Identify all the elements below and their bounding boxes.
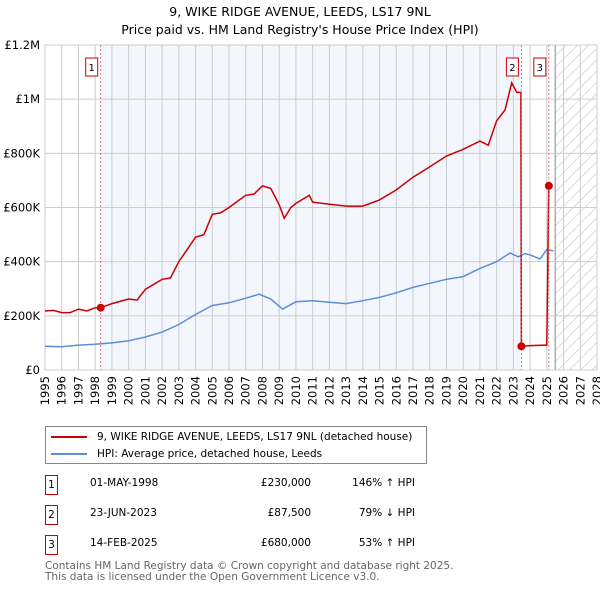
x-tick-label: 2014 [356, 376, 370, 405]
marker-badge: 2 [45, 505, 58, 525]
chart-subtitle: Price paid vs. HM Land Registry's House … [121, 22, 479, 37]
sale-price: £230,000 [260, 477, 311, 489]
y-tick-label: £400K [3, 255, 40, 269]
hpi-change: 146% ↑ HPI [352, 477, 415, 489]
x-tick-label: 1997 [71, 376, 85, 405]
x-tick-label: 2022 [490, 376, 504, 405]
legend-item-hpi: HPI: Average price, detached house, Leed… [51, 446, 322, 462]
x-tick-label: 2004 [189, 376, 203, 405]
x-tick-label: 2000 [122, 376, 136, 405]
x-tick-label: 2020 [456, 376, 470, 405]
x-tick-label: 2005 [205, 376, 219, 405]
sale-point [517, 342, 526, 351]
y-tick-label: £0 [25, 363, 40, 377]
x-tick-label: 2003 [172, 376, 186, 405]
table-row: 2 23-JUN-2023 £87,500 79% ↓ HPI [45, 505, 445, 525]
legend-label: 9, WIKE RIDGE AVENUE, LEEDS, LS17 9NL (d… [97, 431, 413, 443]
x-tick-label: 2021 [473, 376, 487, 405]
x-tick-label: 2017 [406, 376, 420, 405]
property-price-line [44, 80, 550, 348]
marker-badge: 3 [45, 535, 58, 555]
x-tick-label: 1998 [88, 376, 102, 405]
sale-point [544, 181, 553, 190]
x-tick-label: 2015 [373, 376, 387, 405]
hpi-line [44, 248, 554, 348]
sale-badge [505, 57, 519, 77]
hpi-change: 79% ↓ HPI [358, 507, 415, 519]
legend-label: HPI: Average price, detached house, Leed… [97, 448, 323, 460]
footer-attribution: Contains HM Land Registry data © Crown c… [45, 561, 453, 583]
sale-price: £87,500 [267, 507, 311, 519]
x-tick-label: 2002 [155, 376, 169, 405]
x-tick-label: 1996 [55, 376, 69, 405]
x-tick-label: 2016 [389, 376, 403, 405]
plot-border [44, 44, 598, 371]
y-tick-label: £1M [15, 92, 40, 106]
sale-date: 14-FEB-2025 [90, 537, 158, 549]
legend-swatch-red [51, 436, 87, 438]
x-tick-label: 2011 [306, 376, 320, 405]
x-tick-label: 2026 [557, 376, 571, 405]
sale-badge-label: 2 [509, 63, 515, 74]
y-tick-label: £200K [3, 309, 40, 323]
marker-badge: 1 [45, 475, 58, 495]
footer-line: Contains HM Land Registry data © Crown c… [45, 560, 454, 572]
legend-item-property: 9, WIKE RIDGE AVENUE, LEEDS, LS17 9NL (d… [51, 429, 412, 445]
x-tick-label: 2019 [439, 376, 453, 405]
y-tick-label: £800K [3, 146, 40, 160]
x-tick-label: 2001 [138, 376, 152, 405]
x-tick-label: 2008 [255, 376, 269, 405]
x-tick-label: 2009 [272, 376, 286, 405]
sale-date: 23-JUN-2023 [90, 507, 157, 519]
x-tick-label: 2012 [322, 376, 336, 405]
x-tick-label: 1995 [38, 376, 52, 405]
footer-line: This data is licensed under the Open Gov… [45, 571, 380, 583]
x-tick-label: 2006 [222, 376, 236, 405]
x-tick-label: 2010 [289, 376, 303, 405]
sale-badge [533, 57, 547, 77]
x-tick-label: 2013 [339, 376, 353, 405]
x-tick-label: 2007 [239, 376, 253, 405]
x-tick-label: 1999 [105, 376, 119, 405]
x-tick-label: 2027 [573, 376, 587, 405]
x-tick-label: 2025 [540, 376, 554, 405]
sale-date: 01-MAY-1998 [90, 477, 159, 489]
sale-badge-label: 3 [537, 63, 543, 74]
sale-point [96, 303, 105, 312]
table-row: 3 14-FEB-2025 £680,000 53% ↑ HPI [45, 535, 445, 555]
chart-legend: 9, WIKE RIDGE AVENUE, LEEDS, LS17 9NL (d… [45, 426, 427, 464]
sale-price: £680,000 [260, 537, 311, 549]
chart-title: 9, WIKE RIDGE AVENUE, LEEDS, LS17 9NL Pr… [0, 3, 600, 39]
table-row: 1 01-MAY-1998 £230,000 146% ↑ HPI [45, 475, 445, 495]
x-tick-label: 2028 [590, 376, 600, 405]
sale-badge [85, 57, 99, 77]
hpi-change: 53% ↑ HPI [358, 537, 415, 549]
chart-title-main: 9, WIKE RIDGE AVENUE, LEEDS, LS17 9NL [169, 4, 431, 19]
x-tick-label: 2018 [423, 376, 437, 405]
sale-badge-label: 1 [89, 63, 95, 74]
x-tick-label: 2023 [506, 376, 520, 405]
legend-swatch-blue [51, 453, 87, 455]
y-tick-label: £600K [3, 201, 40, 215]
x-tick-label: 2024 [523, 376, 537, 405]
y-tick-label: £1.2M [4, 38, 40, 52]
